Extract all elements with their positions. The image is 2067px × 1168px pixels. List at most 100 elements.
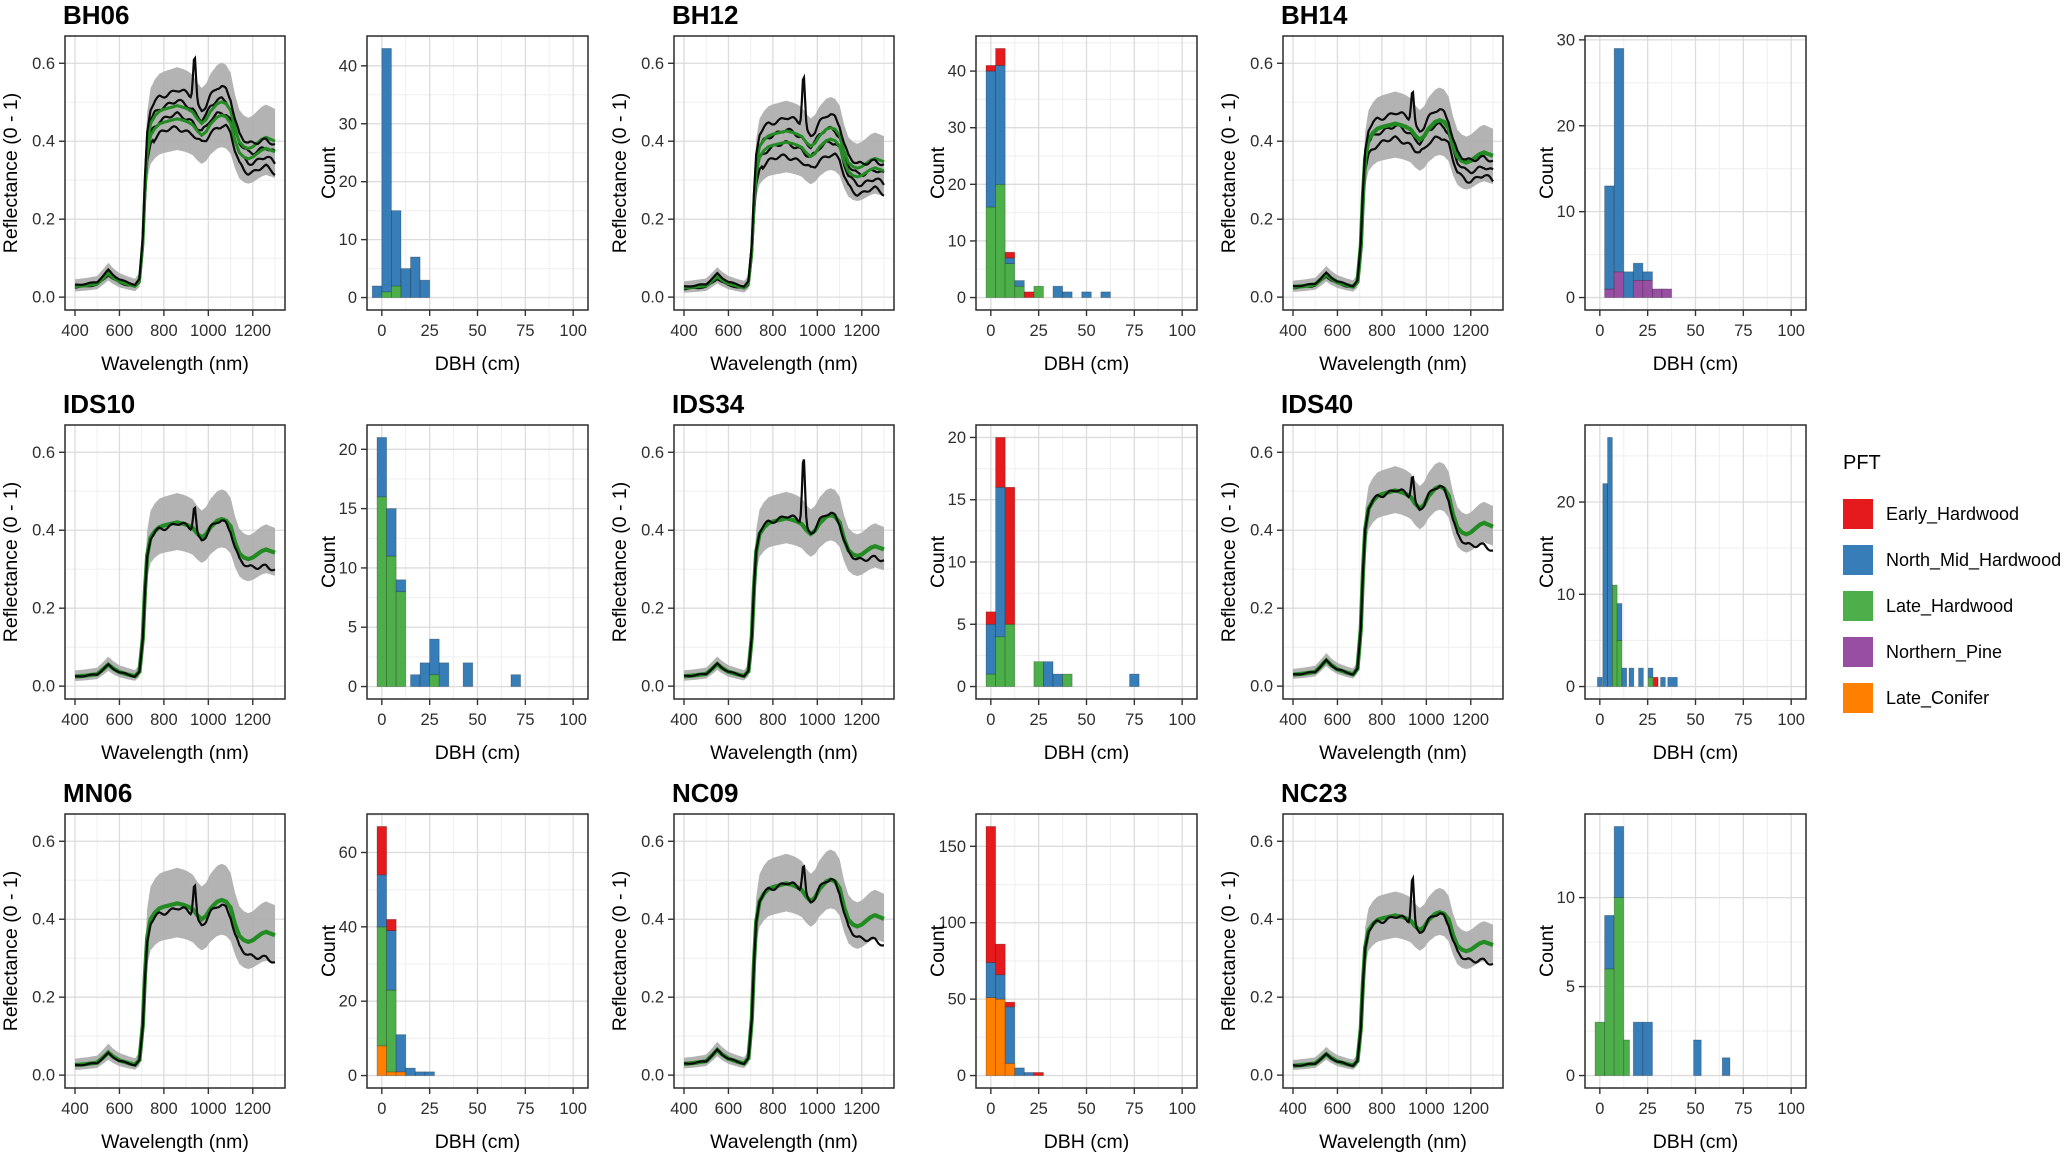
y-tick-label: 0.6 [641, 444, 664, 462]
x-tick-label: 0 [377, 1100, 386, 1118]
hist-bar-segment [386, 1071, 397, 1076]
histogram-y-axis-title: Count [318, 146, 340, 199]
hist-bar-segment [1661, 288, 1672, 298]
x-tick-label: 0 [986, 322, 995, 340]
x-tick-label: 100 [559, 711, 587, 729]
y-tick-label: 0 [348, 289, 357, 307]
hist-bar-segment [400, 268, 411, 298]
y-tick-label: 30 [1557, 31, 1575, 49]
reflectance-ribbon [1293, 87, 1493, 292]
spectra-chart-NC23: 400 600 800 1000 1200 0.0 0.2 0.4 0.6 Wavelength … [1218, 778, 1504, 1153]
x-tick-label: 1000 [1408, 1100, 1445, 1118]
site-panel-IDS34: 400 600 800 1000 1200 0.0 0.2 0.4 0.6 Wavelength … [609, 389, 1218, 778]
x-tick-label: 0 [986, 711, 995, 729]
hist-bar-segment [1693, 1039, 1702, 1076]
x-tick-label: 0 [377, 322, 386, 340]
reflectance-ribbon [684, 97, 884, 293]
hist-bar-segment [1100, 291, 1111, 298]
spectra-y-axis-title: Reflectance (0 - 1) [609, 482, 631, 642]
y-tick-label: 0.4 [1250, 133, 1273, 151]
x-tick-label: 75 [1734, 322, 1752, 340]
y-tick-label: 20 [948, 176, 966, 194]
x-tick-label: 25 [1638, 1100, 1656, 1118]
x-tick-label: 400 [1279, 322, 1307, 340]
x-tick-label: 800 [1368, 1100, 1396, 1118]
hist-bar-segment [429, 674, 440, 687]
site-title: BH12 [672, 0, 738, 30]
x-tick-label: 600 [1324, 711, 1352, 729]
spectrum-line-black-top [75, 505, 276, 678]
x-tick-label: 1200 [843, 1100, 880, 1118]
hist-bar-segment [1652, 288, 1663, 298]
site-title: MN06 [63, 778, 132, 808]
spectra-series-MN06 [74, 863, 276, 1070]
hist-bar-segment [1604, 968, 1615, 1076]
hist-bar-segment [1638, 667, 1644, 687]
x-tick-label: 50 [1686, 711, 1704, 729]
spectrum-line-black-top [75, 55, 276, 287]
hist-bar-segment [381, 48, 392, 293]
spectrum-line-green-mean [74, 113, 276, 289]
spectra-y-axis-title: Reflectance (0 - 1) [609, 871, 631, 1031]
x-tick-label: 75 [516, 711, 534, 729]
dbh-histogram-NC23: 0 25 50 75 100 0 5 10 DBH (cm) Count [1536, 813, 1807, 1153]
y-tick-label: 10 [1557, 203, 1575, 221]
histogram-y-axis-title: Count [1536, 146, 1558, 199]
x-tick-label: 600 [715, 322, 743, 340]
y-tick-label: 30 [339, 115, 357, 133]
y-tick-label: 0.6 [641, 55, 664, 73]
x-tick-label: 50 [468, 711, 486, 729]
hist-bar-segment [419, 279, 431, 298]
site-title: BH06 [63, 0, 129, 30]
hist-bar-segment [1667, 676, 1678, 687]
histogram-x-axis-title: DBH (cm) [1653, 353, 1739, 375]
spectra-panel-bg [1283, 425, 1503, 699]
x-tick-label: 800 [1368, 322, 1396, 340]
x-tick-label: 1000 [799, 1100, 836, 1118]
hist-bar-segment [395, 579, 407, 593]
hist-bar-segment [1014, 285, 1025, 298]
y-tick-label: 0.2 [1250, 989, 1273, 1007]
y-tick-label: 0.0 [32, 1067, 55, 1085]
site-title: NC23 [1281, 778, 1347, 808]
dbh-histogram-IDS40: 0 25 50 75 100 0 10 20 DBH (cm) Count [1536, 424, 1807, 764]
hist-bar-segment [1033, 661, 1044, 687]
y-tick-label: 10 [948, 232, 966, 250]
x-tick-label: 0 [986, 1100, 995, 1118]
legend-item-Late_Hardwood: Late_Hardwood [1843, 591, 2067, 621]
y-tick-label: 40 [948, 63, 966, 81]
y-tick-label: 10 [948, 554, 966, 572]
y-tick-label: 0.4 [32, 522, 55, 540]
spectra-panel-border [673, 424, 895, 700]
y-tick-label: 0.6 [32, 444, 55, 462]
x-tick-label: 50 [1077, 322, 1095, 340]
hist-bar-segment [1597, 676, 1603, 687]
y-tick-label: 0.6 [1250, 55, 1273, 73]
spectra-chart-IDS10: 400 600 800 1000 1200 0.0 0.2 0.4 0.6 Wavelength … [0, 389, 286, 764]
y-tick-label: 0.4 [32, 133, 55, 151]
hist-bar-segment [1043, 661, 1054, 687]
histogram-x-axis-title: DBH (cm) [435, 742, 521, 764]
hist-bar-segment [1023, 1072, 1035, 1076]
site-title: IDS34 [672, 389, 745, 419]
legend-label: Late_Hardwood [1886, 595, 2014, 616]
y-tick-label: 10 [339, 559, 357, 577]
hist-bar-segment [985, 206, 997, 298]
hist-bar-segment [424, 1071, 435, 1076]
histogram-x-axis-title: DBH (cm) [1044, 742, 1130, 764]
histogram-x-axis-title: DBH (cm) [1653, 1131, 1739, 1153]
spectra-chart-IDS40: 400 600 800 1000 1200 0.0 0.2 0.4 0.6 Wavelength … [1218, 389, 1504, 764]
spectra-y-axis-title: Reflectance (0 - 1) [0, 871, 22, 1031]
histogram-x-axis-title: DBH (cm) [1653, 742, 1739, 764]
spectrum-line-green-mean [683, 137, 885, 290]
legend-label: Northern_Pine [1886, 641, 2003, 662]
spectra-chart-BH14: 400 600 800 1000 1200 0.0 0.2 0.4 0.6 Wavelength … [1218, 0, 1504, 375]
hist-bar-segment [995, 486, 1006, 638]
hist-bar-segment [376, 826, 388, 876]
x-tick-label: 100 [1777, 322, 1805, 340]
x-tick-label: 1000 [1408, 711, 1445, 729]
x-tick-label: 50 [1686, 322, 1704, 340]
histogram-y-axis-title: Count [927, 924, 949, 977]
hist-bar-segment [1004, 623, 1016, 687]
hist-bar-segment [376, 874, 388, 928]
